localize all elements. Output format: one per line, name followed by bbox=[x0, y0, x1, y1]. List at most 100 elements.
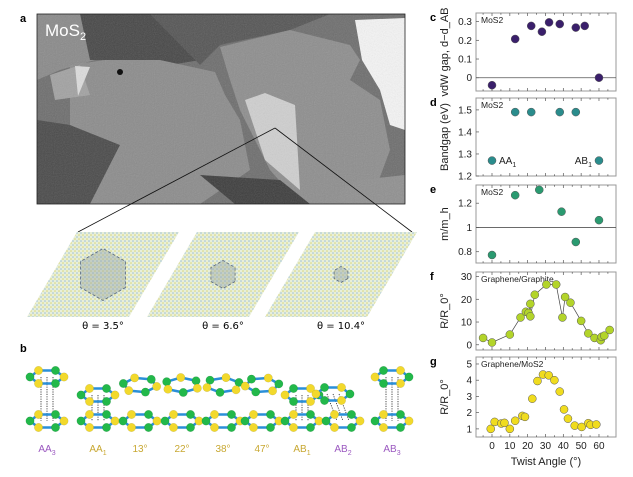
metal-atom bbox=[379, 366, 388, 375]
sulfur-atom bbox=[127, 410, 136, 419]
data-point bbox=[505, 424, 515, 434]
metal-atom bbox=[227, 423, 236, 432]
sulfur-atom bbox=[34, 366, 43, 375]
panel-label-c: c bbox=[430, 12, 436, 24]
point-annotation: AB1 bbox=[575, 156, 592, 169]
chart-f: f 0 10 20 30 R/R_0° Graphene/Graphite bbox=[430, 271, 617, 351]
metal-atom bbox=[215, 387, 225, 397]
data-point bbox=[571, 107, 581, 117]
data-point bbox=[577, 422, 586, 432]
data-point bbox=[510, 190, 520, 200]
data-point bbox=[487, 250, 497, 260]
metal-atom bbox=[289, 397, 298, 406]
panel-label-e: e bbox=[430, 184, 436, 196]
data-point bbox=[526, 21, 536, 31]
y-tick-label: 0 bbox=[466, 340, 472, 351]
data-point bbox=[571, 237, 581, 247]
stacking-aa3: AA3 bbox=[25, 366, 69, 457]
stacking-label-sub: 2 bbox=[348, 450, 352, 457]
data-point bbox=[510, 416, 520, 426]
data-point bbox=[487, 338, 497, 347]
sulfur-atom bbox=[152, 416, 162, 426]
x-tick-label: 0 bbox=[489, 441, 495, 452]
metal-atom bbox=[102, 397, 111, 406]
stacking-label: 13° bbox=[132, 444, 147, 455]
sulfur-atom bbox=[34, 410, 43, 419]
moire-twist-label: θ = 10.4° bbox=[317, 321, 365, 332]
sulfur-atom bbox=[169, 410, 178, 419]
inset-label: MoS2 bbox=[481, 15, 503, 25]
data-point bbox=[570, 421, 579, 430]
data-point bbox=[520, 412, 530, 422]
data-point bbox=[558, 313, 567, 322]
metal-atom bbox=[251, 387, 261, 397]
stacking-label-sub: 3 bbox=[52, 450, 56, 457]
x-tick-label: 50 bbox=[576, 441, 588, 452]
inset-label: MoS2 bbox=[481, 187, 503, 197]
metal-atom bbox=[379, 379, 388, 388]
sulfur-atom bbox=[280, 390, 290, 400]
y-tick-label: 1.5 bbox=[458, 105, 472, 116]
data-point bbox=[544, 18, 554, 27]
sulfur-atom bbox=[85, 410, 94, 419]
plot-frame bbox=[475, 271, 617, 351]
moire-panel: θ = 3.5° bbox=[27, 232, 179, 332]
data-point bbox=[600, 331, 609, 340]
metal-atom bbox=[144, 410, 153, 419]
sulfur-atom bbox=[306, 384, 315, 393]
data-point bbox=[555, 387, 565, 396]
data-point bbox=[516, 313, 525, 322]
y-tick-label: 10 bbox=[461, 318, 473, 329]
y-tick-label: 1.2 bbox=[458, 172, 472, 183]
data-point bbox=[537, 27, 547, 36]
data-point bbox=[500, 418, 509, 428]
panel-label-f: f bbox=[430, 271, 434, 283]
stacking-label-main: 13° bbox=[132, 444, 147, 455]
moire-twist-label: θ = 6.6° bbox=[202, 321, 244, 332]
sulfur-atom bbox=[268, 386, 278, 396]
stacking-47deg: 47° bbox=[240, 373, 284, 455]
data-point bbox=[526, 299, 535, 309]
annotation-sub: 1 bbox=[588, 162, 592, 169]
annotation-main: AA bbox=[499, 156, 513, 167]
moire-domain-hexagon bbox=[80, 248, 126, 301]
charts: c 0 0.1 0.2 0.3 vdW gap, d−d_AB MoS2 d 1.2 1.3 1.4… bbox=[430, 8, 617, 468]
y-axis-label: m/m_h bbox=[439, 207, 451, 241]
sulfur-atom bbox=[379, 423, 388, 432]
sulfur-atom bbox=[311, 389, 321, 399]
micrograph-label: MoS2 bbox=[45, 21, 86, 43]
panel-label-d: d bbox=[430, 97, 437, 109]
stacking-label: AA1 bbox=[89, 444, 106, 457]
micrograph-frame bbox=[36, 13, 406, 205]
sulfur-atom bbox=[59, 416, 69, 426]
y-tick-label: 0.8 bbox=[458, 247, 472, 258]
sulfur-atom bbox=[110, 390, 120, 400]
sulfur-atom bbox=[396, 366, 405, 375]
metal-atom bbox=[396, 423, 405, 432]
data-point bbox=[594, 156, 604, 165]
sulfur-atom bbox=[85, 423, 94, 432]
stacking-label: 22° bbox=[174, 444, 189, 455]
moire-lattice bbox=[27, 232, 179, 317]
sulfur-atom bbox=[34, 423, 43, 432]
data-point bbox=[534, 185, 544, 195]
y-tick-label: 5 bbox=[466, 359, 472, 370]
sulfur-atom bbox=[289, 423, 298, 432]
metal-atom bbox=[370, 416, 380, 426]
data-point bbox=[544, 371, 553, 380]
sulfur-atom bbox=[210, 410, 219, 419]
metal-atom bbox=[280, 416, 290, 426]
x-axis-label: Twist Angle (°) bbox=[511, 456, 581, 468]
metal-atom bbox=[347, 423, 356, 432]
inset-label: Graphene/MoS2 bbox=[481, 359, 544, 369]
sulfur-atom bbox=[85, 397, 94, 406]
data-point bbox=[571, 23, 581, 32]
x-tick-label: 60 bbox=[593, 441, 605, 452]
metal-atom bbox=[51, 366, 60, 375]
sulfur-atom bbox=[263, 373, 273, 383]
micrograph-label-main: MoS bbox=[45, 21, 80, 40]
stacking-22deg: 22° bbox=[160, 373, 204, 455]
sulfur-atom bbox=[221, 373, 231, 383]
stacking-label: AB2 bbox=[334, 444, 351, 457]
